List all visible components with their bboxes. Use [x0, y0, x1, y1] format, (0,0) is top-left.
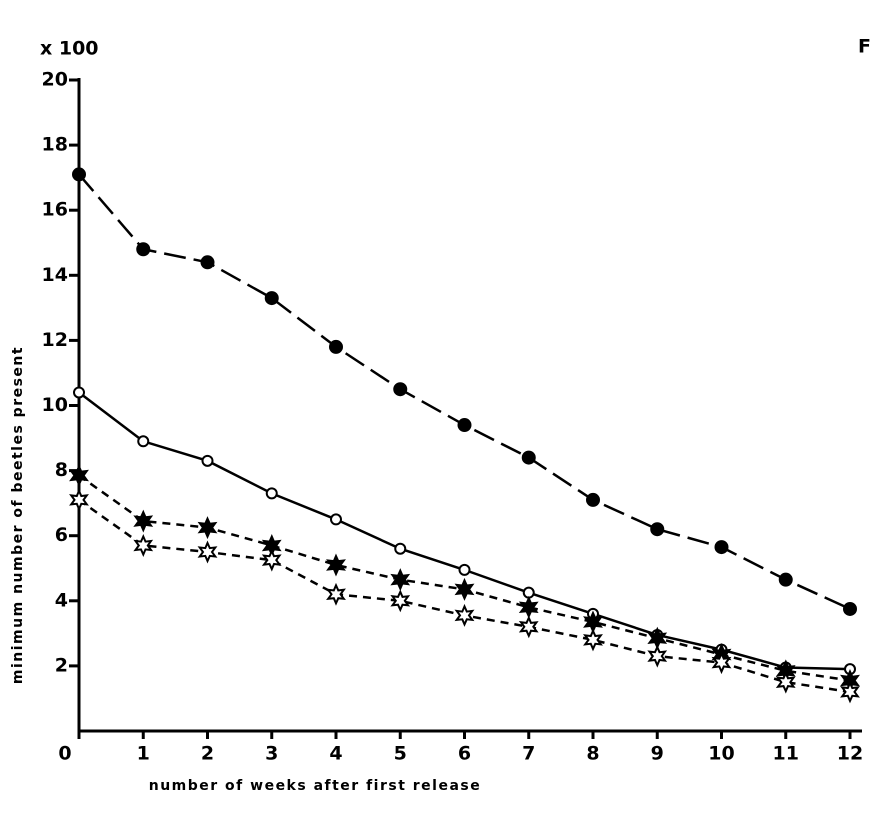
y-tick-label: 10	[42, 394, 68, 416]
point	[69, 488, 89, 512]
point	[264, 291, 279, 306]
y-tick-label: 12	[42, 329, 68, 351]
point	[390, 568, 411, 592]
point	[326, 582, 346, 606]
point	[711, 651, 732, 675]
y-tick-label: 16	[42, 199, 68, 221]
y-axis-label: minimum number of beetles present	[10, 346, 26, 684]
series-line	[78, 391, 851, 671]
x-tick-label: 6	[458, 743, 471, 765]
point	[261, 548, 282, 572]
x-tick-label: 9	[651, 743, 664, 765]
x-tick-label: 7	[522, 743, 535, 765]
point	[73, 386, 85, 399]
corner-text: F	[858, 36, 871, 58]
y-tick-label: 6	[55, 524, 68, 546]
x-axis-label: number of weeks after first release	[149, 778, 482, 794]
point	[840, 680, 860, 704]
point	[647, 644, 668, 668]
x-tick-label: 8	[586, 743, 599, 765]
point	[778, 572, 793, 587]
point	[197, 540, 218, 564]
series-line	[78, 173, 851, 611]
x-tick-label: 3	[265, 743, 278, 765]
y-tick-label: 2	[55, 654, 68, 676]
point	[454, 577, 475, 601]
x-tick-label: 5	[394, 743, 407, 765]
point	[330, 513, 342, 526]
point	[393, 382, 408, 397]
point	[775, 670, 796, 694]
point	[133, 509, 154, 533]
point	[69, 464, 89, 487]
point	[650, 522, 665, 537]
point	[136, 242, 151, 257]
y-tick-label: 4	[55, 589, 68, 611]
point	[72, 167, 86, 182]
point	[518, 595, 539, 619]
y-multiplier: x 100	[40, 38, 99, 60]
point	[521, 450, 536, 465]
point	[133, 534, 154, 557]
point	[454, 603, 475, 627]
x-tick-label: 1	[137, 743, 150, 765]
point	[201, 454, 214, 467]
x-tick-label: 4	[329, 743, 342, 765]
point	[457, 418, 472, 433]
point	[200, 255, 215, 270]
x-tick-label: 10	[708, 743, 734, 765]
point	[197, 516, 218, 540]
point	[714, 540, 729, 555]
point	[458, 563, 471, 576]
x-tick-label: 11	[773, 743, 799, 765]
point	[390, 589, 411, 613]
y-tick-label: 8	[55, 459, 68, 481]
point	[326, 553, 346, 577]
point	[583, 628, 603, 652]
y-tick-label: 14	[42, 264, 68, 286]
point	[265, 487, 278, 500]
point	[137, 435, 150, 448]
point	[843, 601, 857, 616]
point	[518, 615, 539, 639]
y-tick-label: 20	[42, 69, 68, 91]
x-tick-label: 12	[837, 743, 863, 765]
point	[329, 339, 343, 354]
x-tick-label: 2	[201, 743, 214, 765]
y-tick-label: 18	[42, 134, 68, 156]
x-tick-label: 0	[58, 743, 71, 765]
point	[394, 542, 407, 555]
point	[586, 492, 600, 507]
